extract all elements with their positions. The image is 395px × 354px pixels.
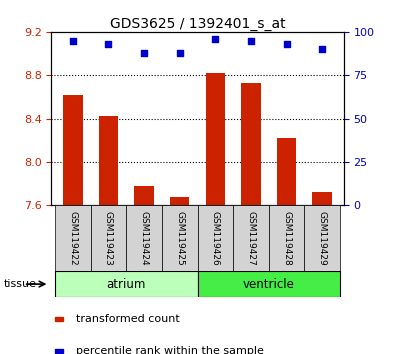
- Text: GSM119426: GSM119426: [211, 211, 220, 266]
- FancyBboxPatch shape: [162, 205, 198, 271]
- Bar: [55, 317, 63, 321]
- Text: GSM119428: GSM119428: [282, 211, 291, 266]
- FancyBboxPatch shape: [198, 271, 340, 297]
- Text: GSM119422: GSM119422: [68, 211, 77, 266]
- Point: [248, 38, 254, 44]
- Text: GSM119429: GSM119429: [318, 211, 327, 266]
- Bar: [63, 95, 83, 205]
- Point: [319, 46, 325, 52]
- Bar: [312, 192, 332, 205]
- Point: [70, 38, 76, 44]
- FancyBboxPatch shape: [126, 205, 162, 271]
- Title: GDS3625 / 1392401_s_at: GDS3625 / 1392401_s_at: [110, 17, 285, 31]
- Bar: [55, 349, 63, 353]
- Text: GSM119425: GSM119425: [175, 211, 184, 266]
- Bar: [205, 73, 225, 205]
- FancyBboxPatch shape: [55, 205, 90, 271]
- FancyBboxPatch shape: [269, 205, 305, 271]
- Point: [212, 36, 218, 42]
- Text: tissue: tissue: [4, 279, 37, 289]
- FancyBboxPatch shape: [55, 271, 198, 297]
- Bar: [170, 197, 190, 205]
- Text: GSM119424: GSM119424: [139, 211, 149, 266]
- FancyBboxPatch shape: [233, 205, 269, 271]
- Text: transformed count: transformed count: [77, 314, 180, 324]
- Text: ventricle: ventricle: [243, 278, 295, 291]
- Text: percentile rank within the sample: percentile rank within the sample: [77, 346, 264, 354]
- Point: [177, 50, 183, 56]
- FancyBboxPatch shape: [198, 205, 233, 271]
- Point: [141, 50, 147, 56]
- Bar: [134, 186, 154, 205]
- Bar: [277, 138, 296, 205]
- Bar: [241, 83, 261, 205]
- Point: [284, 41, 290, 47]
- FancyBboxPatch shape: [90, 205, 126, 271]
- Text: GSM119427: GSM119427: [246, 211, 256, 266]
- FancyBboxPatch shape: [305, 205, 340, 271]
- Point: [105, 41, 111, 47]
- Bar: [99, 116, 118, 205]
- Text: atrium: atrium: [107, 278, 146, 291]
- Text: GSM119423: GSM119423: [104, 211, 113, 266]
